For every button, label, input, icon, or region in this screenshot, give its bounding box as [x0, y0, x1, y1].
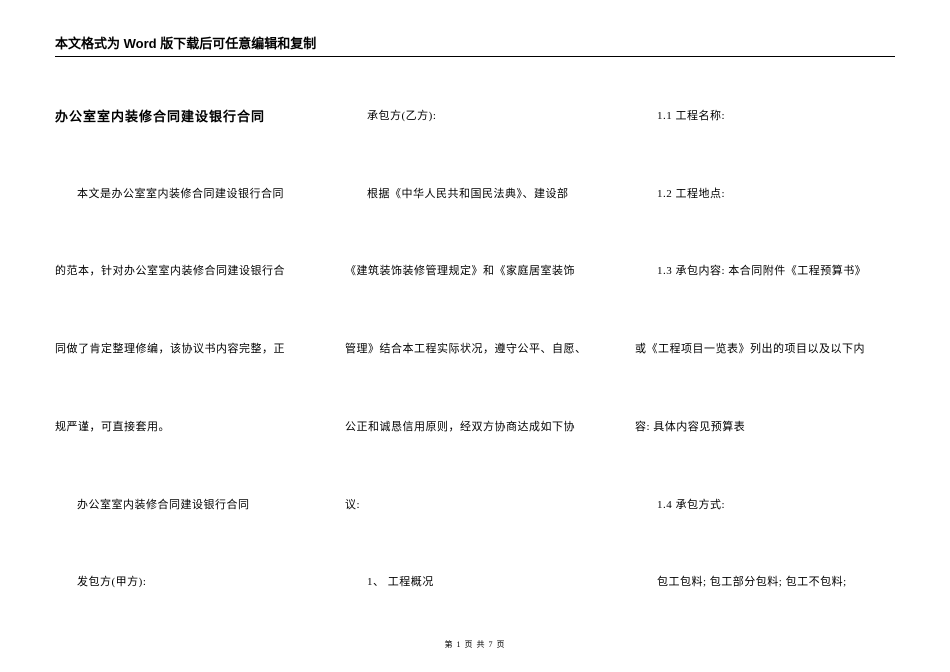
body-line: 同做了肯定整理修编，该协议书内容完整，正 [55, 311, 315, 389]
text: 发包方(甲方): [77, 573, 146, 593]
body-line: 根据《中华人民共和国民法典》、建设部 [345, 156, 605, 234]
text: 1.3 承包内容: 本合同附件《工程预算书》 [657, 262, 866, 282]
text: 办公室室内装修合同建设银行合同 [77, 496, 250, 516]
footer-mid: 页 共 [462, 640, 489, 649]
column-2: 承包方(乙方): 根据《中华人民共和国民法典》、建设部 《建筑装饰装修管理规定》… [345, 78, 605, 622]
text: 包工包料; 包工部分包料; 包工不包料; [657, 573, 847, 593]
text: 1.1 工程名称: [657, 107, 725, 127]
body-line: 1.4 承包方式: [635, 467, 895, 545]
page-footer: 第 1 页 共 7 页 [0, 639, 950, 650]
body-line: 规严谨，可直接套用。 [55, 389, 315, 467]
text: 《建筑装饰装修管理规定》和《家庭居室装饰 [345, 262, 575, 282]
text: 管理》结合本工程实际状况，遵守公平、自愿、 [345, 340, 587, 360]
footer-suffix: 页 [494, 640, 506, 649]
header-text: 本文格式为 Word 版下载后可任意编辑和复制 [55, 36, 316, 51]
text: 容: 具体内容见预算表 [635, 418, 745, 438]
body-line: 或《工程项目一览表》列出的项目以及以下内 [635, 311, 895, 389]
column-1: 办公室室内装修合同建设银行合同 本文是办公室室内装修合同建设银行合同 的范本，针… [55, 78, 315, 622]
text: 1、 工程概况 [367, 573, 434, 593]
text: 本文是办公室室内装修合同建设银行合同 [77, 185, 284, 205]
body-line: 管理》结合本工程实际状况，遵守公平、自愿、 [345, 311, 605, 389]
text: 同做了肯定整理修编，该协议书内容完整，正 [55, 340, 285, 360]
text: 办公室室内装修合同建设银行合同 [55, 105, 265, 128]
body-line: 1.2 工程地点: [635, 156, 895, 234]
body-line: 容: 具体内容见预算表 [635, 389, 895, 467]
text: 根据《中华人民共和国民法典》、建设部 [367, 185, 569, 205]
text: 或《工程项目一览表》列出的项目以及以下内 [635, 340, 865, 360]
column-3: 1.1 工程名称: 1.2 工程地点: 1.3 承包内容: 本合同附件《工程预算… [635, 78, 895, 622]
body-line: 1.1 工程名称: [635, 78, 895, 156]
body-line: 议: [345, 467, 605, 545]
body-line: 办公室室内装修合同建设银行合同 [55, 467, 315, 545]
text: 1.2 工程地点: [657, 185, 725, 205]
body-line: 1、 工程概况 [345, 544, 605, 622]
body-line: 包工包料; 包工部分包料; 包工不包料; [635, 544, 895, 622]
body-line: 的范本，针对办公室室内装修合同建设银行合 [55, 233, 315, 311]
text: 议: [345, 496, 360, 516]
text: 公正和诚恳信用原则，经双方协商达成如下协 [345, 418, 575, 438]
document-body: 办公室室内装修合同建设银行合同 本文是办公室室内装修合同建设银行合同 的范本，针… [55, 78, 895, 622]
text: 承包方(乙方): [367, 107, 436, 127]
body-line: 发包方(甲方): [55, 544, 315, 622]
text: 规严谨，可直接套用。 [55, 418, 170, 438]
text: 1.4 承包方式: [657, 496, 725, 516]
body-line: 承包方(乙方): [345, 78, 605, 156]
text: 的范本，针对办公室室内装修合同建设银行合 [55, 262, 285, 282]
footer-prefix: 第 [445, 640, 457, 649]
body-line: 《建筑装饰装修管理规定》和《家庭居室装饰 [345, 233, 605, 311]
body-line: 本文是办公室室内装修合同建设银行合同 [55, 156, 315, 234]
body-line: 1.3 承包内容: 本合同附件《工程预算书》 [635, 233, 895, 311]
body-line: 公正和诚恳信用原则，经双方协商达成如下协 [345, 389, 605, 467]
document-title: 办公室室内装修合同建设银行合同 [55, 78, 315, 156]
document-header: 本文格式为 Word 版下载后可任意编辑和复制 [55, 33, 895, 57]
